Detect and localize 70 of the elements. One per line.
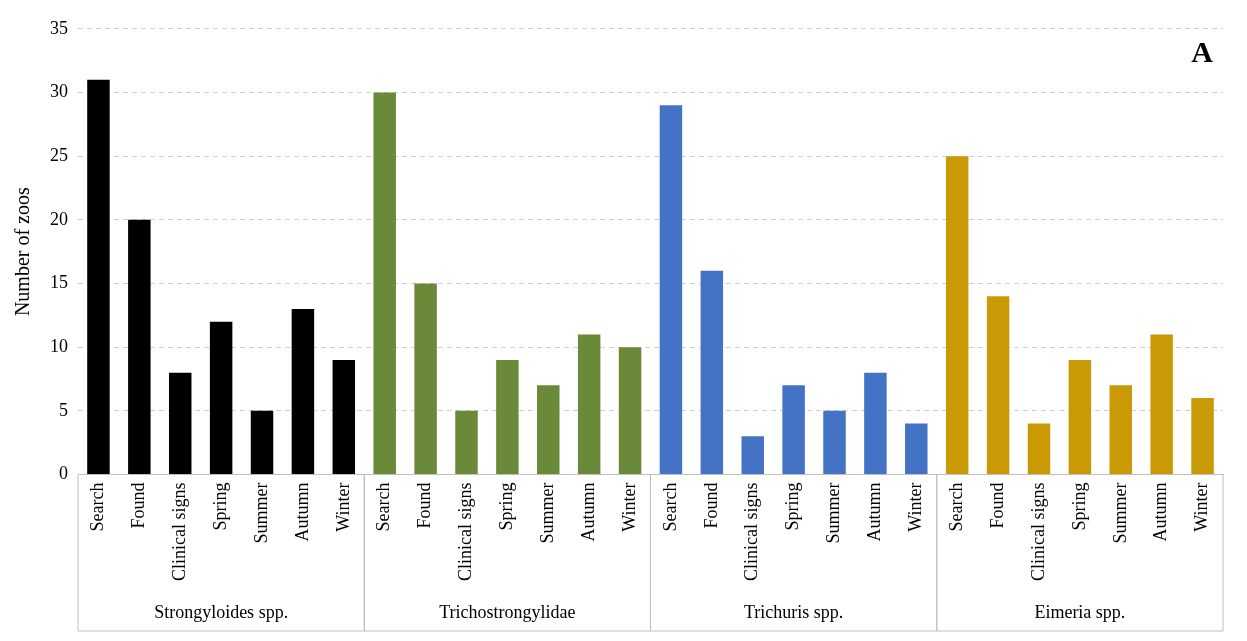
bar [250, 410, 274, 474]
bar [700, 270, 724, 474]
bar [414, 283, 437, 474]
bar [741, 436, 764, 474]
x-tick-label: Autumn [864, 482, 885, 542]
bar [209, 321, 233, 474]
x-tick-label: Spring [496, 482, 517, 531]
bar [168, 372, 192, 474]
x-tick-label: Clinical signs [168, 482, 189, 581]
x-tick-label: Winter [618, 482, 639, 532]
x-tick-label: Winter [1191, 482, 1212, 532]
text: Strongyloides spp. [154, 601, 289, 622]
bar [659, 105, 683, 474]
bar [1150, 334, 1173, 474]
bar [128, 219, 151, 474]
x-tick-label: Clinical signs [455, 482, 476, 581]
bar [986, 296, 1010, 474]
bar [823, 410, 846, 474]
bar [577, 334, 601, 474]
bar [1191, 398, 1214, 474]
bar [945, 156, 969, 474]
bar [332, 359, 356, 474]
x-tick-label: Summer [823, 482, 844, 544]
x-tick-label: Summer [537, 482, 557, 544]
x-tick-label: Spring [1068, 482, 1089, 531]
bar [537, 385, 560, 474]
text: Trichuris spp. [743, 601, 844, 622]
x-tick-label: Spring [209, 482, 230, 531]
x-tick-label: Search [945, 482, 966, 532]
bar [1027, 423, 1051, 474]
x-tick-label: Clinical signs [741, 482, 762, 581]
x-tick-label: Summer [250, 482, 271, 544]
x-tick-label: Winter [905, 482, 926, 532]
x-tick-label: Spring [782, 482, 803, 531]
bar [455, 410, 478, 474]
y-tick-label: 10 [50, 335, 68, 356]
x-tick-label: Clinical signs [1027, 482, 1048, 581]
bar [618, 347, 642, 474]
bar [87, 79, 110, 474]
bar [291, 308, 315, 474]
x-tick-label: Found [128, 482, 149, 529]
bar [905, 423, 928, 474]
x-tick-label: Summer [1109, 482, 1130, 544]
chart-title: A [1191, 34, 1214, 68]
bar [373, 92, 396, 474]
y-axis-title: Number of zoos [11, 187, 34, 317]
y-tick-label: 25 [50, 144, 68, 165]
bar [1109, 385, 1133, 474]
bar [782, 385, 805, 474]
bar [1068, 359, 1092, 474]
x-tick-label: Autumn [577, 482, 598, 542]
y-tick-label: 0 [59, 463, 68, 484]
x-tick-label: Search [659, 482, 680, 532]
x-tick-label: Found [986, 482, 1007, 529]
y-tick-label: 15 [50, 272, 68, 293]
bar [496, 359, 519, 474]
y-tick-label: 35 [50, 17, 68, 38]
text: Trichostrongylidae [439, 601, 576, 622]
text: Eimeria spp. [1034, 601, 1126, 622]
y-tick-label: 5 [59, 399, 68, 420]
x-tick-label: Winter [332, 482, 353, 532]
y-tick-label: 20 [50, 208, 68, 229]
x-tick-label: Search [87, 482, 108, 532]
y-tick-label: 30 [50, 81, 68, 102]
x-tick-label: Found [700, 482, 721, 529]
x-tick-label: Search [373, 482, 394, 532]
bar [864, 372, 887, 474]
x-tick-label: Autumn [291, 482, 312, 542]
x-tick-label: Autumn [1150, 482, 1171, 542]
x-tick-label: Found [414, 482, 435, 529]
